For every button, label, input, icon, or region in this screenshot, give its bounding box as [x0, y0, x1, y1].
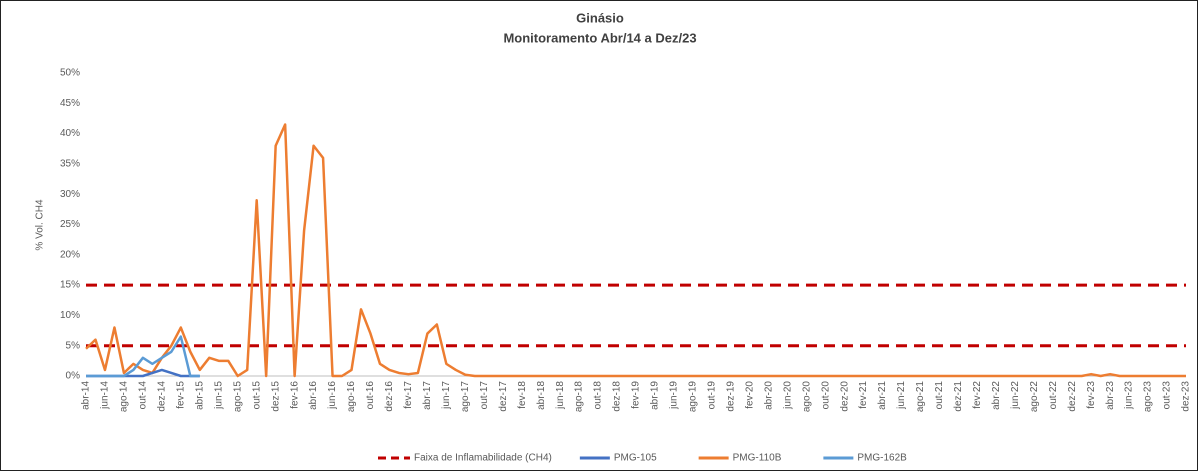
y-tick-label: 20%: [60, 249, 80, 260]
x-tick-label: out-15: [251, 381, 262, 410]
x-tick-label: dez-16: [384, 381, 395, 412]
x-tick-label: dez-15: [270, 381, 281, 412]
x-tick-label: ago-21: [915, 381, 926, 413]
x-tick-label: ago-15: [232, 381, 243, 413]
x-tick-label: abr-19: [650, 381, 661, 410]
x-tick-label: jun-15: [213, 381, 224, 410]
x-tick-label: out-20: [820, 381, 831, 410]
x-tick-label: abr-21: [877, 381, 888, 410]
x-tick-label: jun-18: [555, 381, 566, 410]
chart-subtitle: Monitoramento Abr/14 a Dez/23: [503, 30, 696, 45]
y-tick-label: 45%: [60, 98, 80, 109]
x-tick-label: dez-19: [725, 381, 736, 412]
legend-label: PMG-110B: [733, 453, 782, 464]
legend-label: PMG-162B: [857, 453, 907, 464]
x-tick-label: jun-16: [327, 381, 338, 410]
x-tick-label: fev-16: [289, 381, 300, 409]
x-tick-label: fev-15: [175, 381, 186, 409]
x-tick-label: fev-17: [403, 381, 414, 409]
x-tick-label: out-21: [934, 381, 945, 410]
y-tick-label: 30%: [60, 189, 80, 200]
x-tick-label: fev-22: [972, 381, 983, 409]
x-tick-label: out-17: [479, 381, 490, 410]
x-tick-label: out-18: [593, 381, 604, 410]
x-tick-label: ago-22: [1029, 381, 1040, 413]
legend-label: Faixa de Inflamabilidade (CH4): [414, 453, 552, 464]
x-tick-label: ago-17: [460, 381, 471, 413]
x-tick-label: abr-14: [81, 381, 92, 410]
x-tick-label: ago-16: [346, 381, 357, 413]
y-tick-label: 0%: [66, 371, 81, 382]
x-tick-label: out-16: [365, 381, 376, 410]
x-tick-label: abr-20: [763, 381, 774, 410]
chart-title: Ginásio: [576, 10, 624, 25]
y-tick-label: 10%: [60, 310, 80, 321]
x-tick-label: fev-23: [1086, 381, 1097, 409]
x-tick-label: jun-20: [782, 381, 793, 410]
series-line: [85, 123, 1186, 378]
x-tick-label: jun-22: [1010, 381, 1021, 410]
series-line: [86, 335, 200, 378]
x-tick-label: dez-23: [1181, 381, 1192, 412]
y-tick-label: 5%: [66, 340, 81, 351]
x-tick-label: ago-20: [801, 381, 812, 413]
legend-label: PMG-105: [614, 453, 657, 464]
x-tick-label: ago-14: [119, 381, 130, 413]
y-tick-label: 25%: [60, 219, 80, 230]
x-tick-label: fev-20: [744, 381, 755, 409]
x-tick-label: abr-15: [194, 381, 205, 410]
x-tick-label: out-19: [707, 381, 718, 410]
x-tick-label: dez-14: [157, 381, 168, 412]
x-tick-label: out-22: [1048, 381, 1059, 410]
x-tick-label: abr-23: [1105, 381, 1116, 410]
x-tick-label: out-23: [1162, 381, 1173, 410]
x-tick-label: ago-19: [688, 381, 699, 413]
x-tick-label: out-14: [138, 381, 149, 410]
x-tick-label: dez-20: [839, 381, 850, 412]
x-tick-label: jun-19: [669, 381, 680, 410]
x-tick-label: jun-23: [1124, 381, 1135, 410]
x-tick-label: jun-17: [441, 381, 452, 410]
x-tick-label: ago-18: [574, 381, 585, 413]
y-tick-label: 50%: [60, 68, 80, 79]
x-tick-label: fev-18: [517, 381, 528, 409]
x-tick-label: abr-18: [536, 381, 547, 410]
y-tick-label: 15%: [60, 280, 80, 291]
x-tick-label: fev-19: [631, 381, 642, 409]
x-tick-label: jun-21: [896, 381, 907, 410]
x-tick-label: abr-16: [308, 381, 319, 410]
x-tick-label: dez-22: [1067, 381, 1078, 412]
x-tick-label: jun-14: [100, 381, 111, 410]
y-axis-label: % Vol. CH4: [35, 199, 46, 251]
y-tick-label: 35%: [60, 159, 80, 170]
x-tick-label: abr-22: [991, 381, 1002, 410]
x-tick-label: dez-18: [612, 381, 623, 412]
x-tick-label: ago-23: [1143, 381, 1154, 413]
y-tick-label: 40%: [60, 128, 80, 139]
x-tick-label: dez-17: [498, 381, 509, 412]
x-tick-label: abr-17: [422, 381, 433, 410]
x-tick-label: fev-21: [858, 381, 869, 409]
x-tick-label: dez-21: [953, 381, 964, 412]
